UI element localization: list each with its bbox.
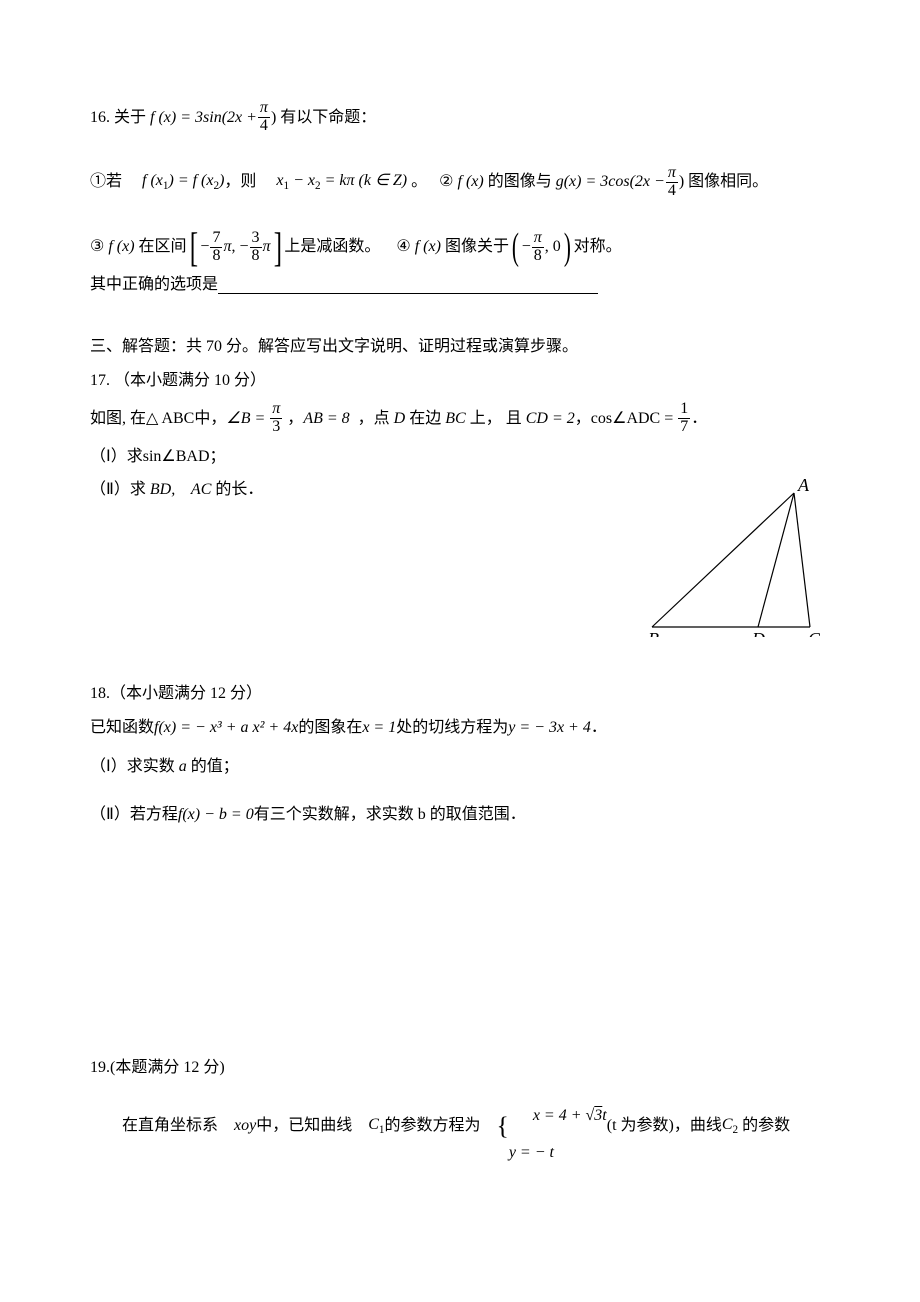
- svg-text:B: B: [648, 629, 659, 637]
- q19-head: 19.(本题满分 12 分): [90, 1055, 830, 1081]
- q16-answer-line: 其中正确的选项是: [90, 272, 830, 298]
- svg-text:D: D: [751, 629, 765, 637]
- left-paren-icon: (: [512, 232, 519, 263]
- q19-line1: 在直角坐标系 xoy 中，已知曲线 C1 的参数方程为 { x = 4 + √3…: [90, 1089, 830, 1163]
- right-paren-icon: ): [564, 232, 571, 263]
- q16-prop-1-2: ①若 f (x1) = f (x2) ，则 x1 − x2 = kπ (k ∈ …: [90, 143, 830, 222]
- q16-prop-3-4: ③ f (x) 在区间 [ − 78 π , − 38 π ] 上是减函数。 ④…: [90, 230, 830, 265]
- q18-head: 18.（本小题满分 12 分）: [90, 681, 830, 707]
- frac-pi-4: π 4: [666, 165, 678, 200]
- svg-text:A: A: [797, 477, 810, 495]
- math: f (x) = 3sin(2x +: [150, 105, 257, 131]
- param-equations: x = 4 + √3t y = − t: [509, 1089, 607, 1163]
- frac-pi-4: π 4: [258, 100, 270, 135]
- q17-line1: 如图, 在 △ ABC 中， ∠B = π3 ， AB = 8 ，点 D 在边 …: [90, 401, 830, 436]
- svg-text:C: C: [808, 629, 820, 637]
- text: 16. 关于: [90, 105, 146, 131]
- answer-blank: [218, 277, 598, 294]
- left-brace-icon: {: [497, 1113, 509, 1139]
- q16-stem: 16. 关于 f (x) = 3sin(2x + π 4 ) 有以下命题：: [90, 100, 830, 135]
- q17-head: 17. （本小题满分 10 分）: [90, 368, 830, 394]
- section-3-heading: 三、解答题：共 70 分。解答应写出文字说明、证明过程或演算步骤。: [90, 334, 830, 360]
- left-bracket-icon: [: [189, 231, 197, 264]
- q17-figure: A B D C: [640, 477, 820, 646]
- q18-line1: 已知函数 f(x) = − x³ + a x² + 4x 的图象在 x = 1 …: [90, 715, 830, 741]
- q18-part2: （Ⅱ）若方程 f(x) − b = 0 有三个实数解，求实数 b 的取值范围．: [90, 802, 830, 828]
- right-bracket-icon: ]: [273, 231, 281, 264]
- q17-part1: （Ⅰ）求 sin∠BAD ；: [90, 444, 830, 470]
- text: ) 有以下命题：: [271, 105, 376, 131]
- q18-part1: （Ⅰ）求实数 a 的值；: [90, 754, 830, 780]
